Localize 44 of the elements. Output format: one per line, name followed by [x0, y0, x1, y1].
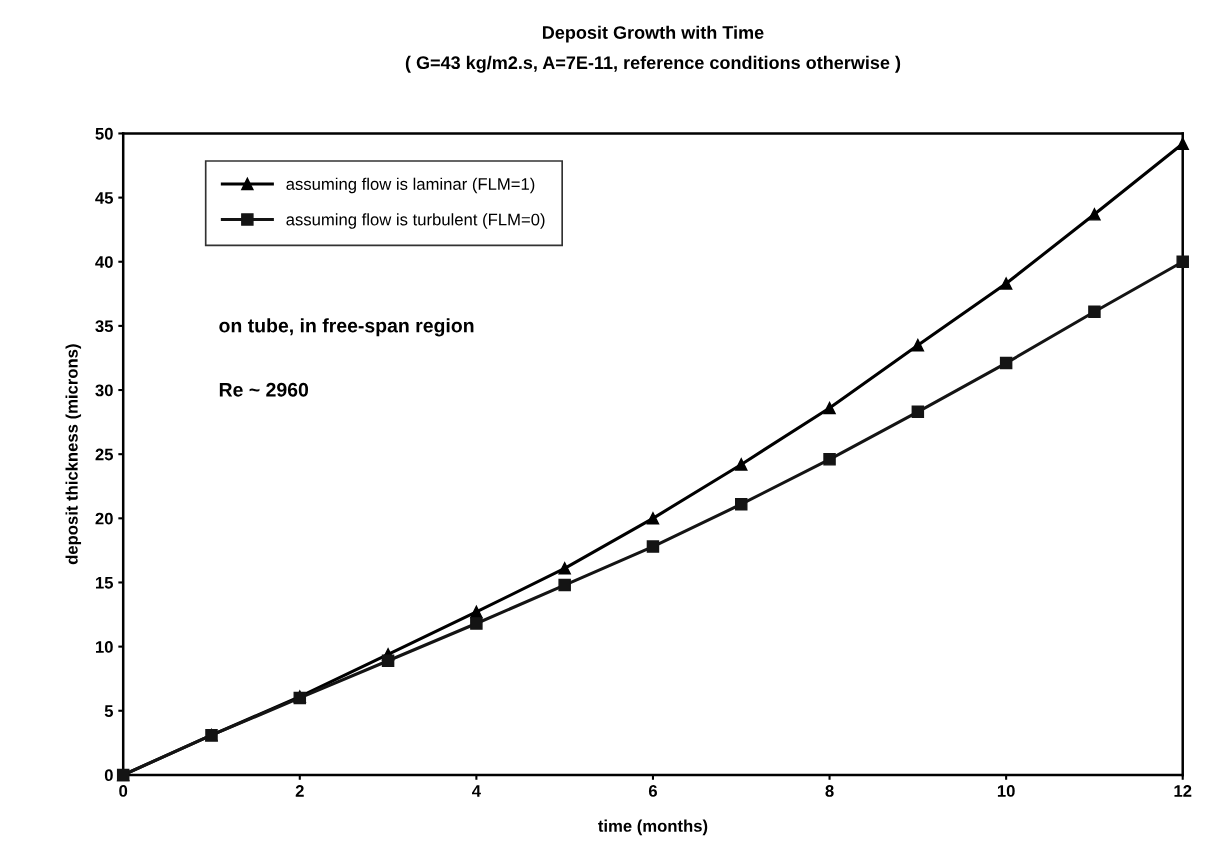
y-tick-label: 15: [95, 577, 114, 589]
legend-label: assuming flow is laminar (FLM=1): [286, 177, 535, 194]
x-tick-label: 6: [648, 785, 657, 797]
x-tick-label: 2: [295, 785, 304, 797]
chart-subtitle: ( G=43 kg/m2.s, A=7E-11, reference conditions otherwise ): [405, 55, 901, 73]
point: [470, 617, 483, 630]
point: [735, 497, 748, 511]
point: [1176, 137, 1189, 150]
point: [646, 512, 660, 525]
y-tick-label: 5: [104, 705, 114, 717]
x-axis-title: time (months): [598, 819, 708, 836]
x-tick-label: 4: [471, 785, 481, 797]
point: [911, 338, 925, 352]
x-tick-label: 10: [997, 785, 1015, 797]
point: [1176, 255, 1189, 268]
y-tick-label: 30: [95, 384, 113, 397]
y-tick-label: 20: [95, 512, 113, 525]
point: [1088, 208, 1101, 221]
y-tick-label: 40: [95, 256, 113, 268]
y-tick-label: 0: [104, 769, 113, 782]
point: [646, 540, 660, 553]
point: [999, 277, 1013, 290]
y-tick-label: 50: [95, 127, 113, 140]
x-tick-label: 12: [1174, 785, 1192, 797]
annotation: Re ~ 2960: [219, 382, 309, 397]
y-tick-label: 45: [95, 192, 114, 204]
x-tick-label: 8: [825, 785, 834, 797]
y-tick-label: 25: [95, 448, 114, 461]
annotation: on tube, in free-span region: [219, 318, 474, 337]
point: [558, 562, 571, 575]
point: [911, 405, 925, 419]
x-tick-label: 0: [119, 785, 128, 797]
y-tick-label: 35: [95, 320, 114, 333]
legend-label: assuming flow is turbulent (FLM=0): [286, 213, 545, 229]
y-axis-title: deposit thickness (microns): [65, 344, 82, 565]
point: [823, 401, 836, 415]
point: [381, 654, 395, 667]
point: [823, 453, 836, 466]
point: [558, 578, 571, 592]
point: [735, 458, 748, 471]
point: [999, 356, 1013, 370]
y-tick-label: 10: [95, 641, 113, 653]
chart-title: Deposit Growth with Time: [542, 25, 764, 43]
point: [1088, 305, 1101, 319]
